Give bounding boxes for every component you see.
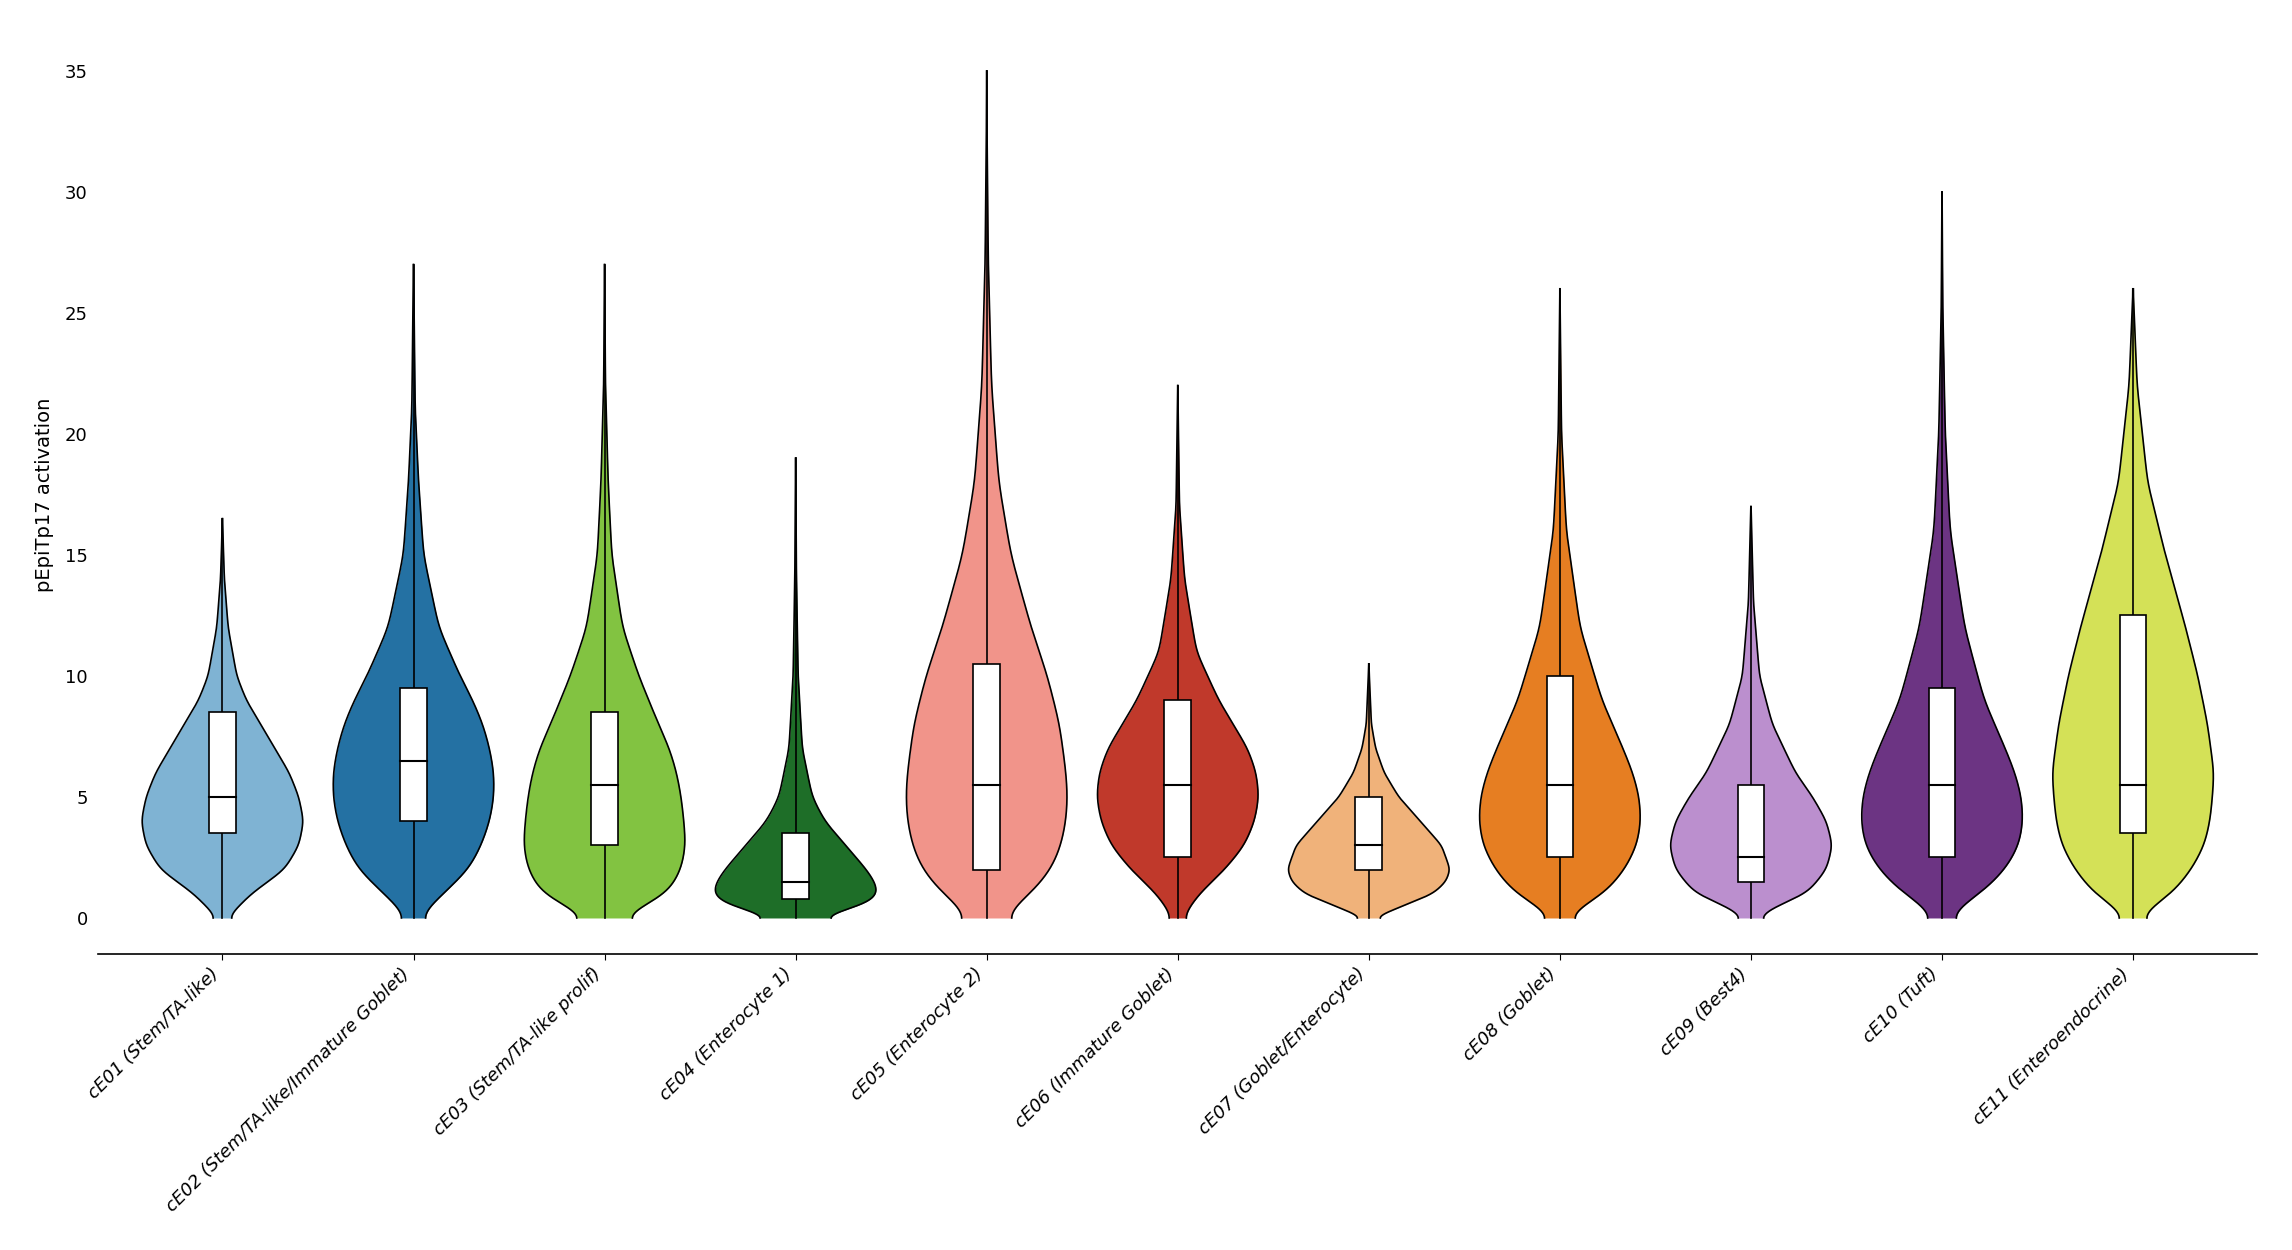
Y-axis label: pEpiTp17 activation: pEpiTp17 activation <box>34 398 53 591</box>
Bar <box>1355 798 1382 870</box>
Bar <box>209 712 236 834</box>
Bar <box>2120 615 2148 834</box>
Bar <box>401 688 426 821</box>
Bar <box>782 834 809 899</box>
Bar <box>1928 688 1955 858</box>
Bar <box>1737 785 1765 881</box>
Bar <box>591 712 619 845</box>
Bar <box>1547 676 1572 858</box>
Bar <box>974 664 999 870</box>
Bar <box>1164 700 1192 858</box>
